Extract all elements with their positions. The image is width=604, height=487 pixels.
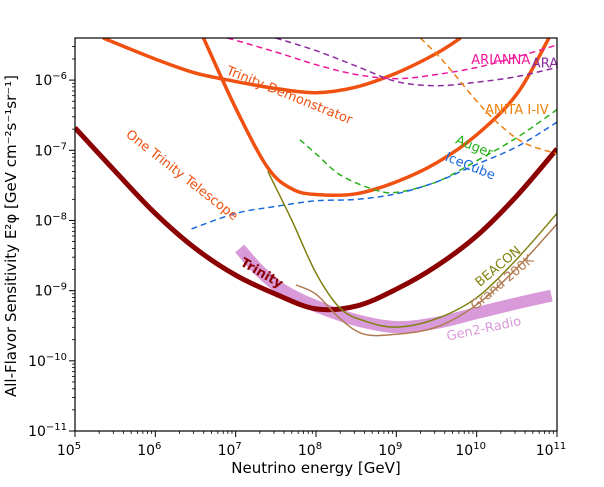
arianna-line: [227, 38, 557, 80]
y-tick-label: 10−10: [28, 352, 67, 370]
anita-i-iv-line: [419, 38, 557, 155]
x-tick-label: 109: [378, 441, 402, 459]
auger-line: [299, 108, 557, 194]
beacon-line: [267, 170, 557, 328]
x-tick-label: 106: [137, 441, 161, 459]
x-tick-label: 105: [57, 441, 81, 459]
trinity-line: [75, 126, 557, 313]
grand-200k-line: [295, 223, 557, 337]
ara-label: ARA: [532, 56, 558, 71]
y-tick-label: 10−6: [34, 71, 67, 89]
y-tick-label: 10−8: [34, 211, 67, 229]
x-tick-label: 107: [218, 441, 242, 459]
y-tick-label: 10−11: [28, 422, 67, 440]
plot-frame: [74, 37, 558, 432]
x-axis-label: Neutrino energy [GeV]: [231, 459, 400, 477]
x-tick-label: 1011: [536, 441, 567, 459]
y-tick-label: 10−9: [34, 282, 67, 300]
arianna-label: ARIANNA: [471, 53, 530, 68]
anita-i-iv-label: ANITA I-IV: [485, 103, 549, 118]
y-axis-label: All-Flavor Sensitivity E²φ [GeV cm⁻²s⁻¹s…: [2, 75, 20, 397]
axis-ticks: 105 106 107 108 109 1010 1011 10−11 10−10 10−9 10−…: [28, 46, 567, 459]
x-tick-label: 108: [298, 441, 322, 459]
y-tick-label: 10−7: [34, 141, 67, 159]
trinity-demonstrator-label: Trinity-Demonstrator: [223, 63, 355, 128]
one-trinity-telescope-line: [201, 38, 551, 197]
series-labels: Gen2-RadioTrinityTrinity-DemonstratorOne…: [123, 53, 559, 345]
ara-line: [275, 38, 557, 87]
x-tick-label: 1010: [455, 441, 486, 459]
trinity-demonstrator-line: [102, 38, 462, 95]
series-group: [75, 38, 557, 337]
one-trinity-telescope-label: One Trinity Telescope: [123, 127, 241, 224]
